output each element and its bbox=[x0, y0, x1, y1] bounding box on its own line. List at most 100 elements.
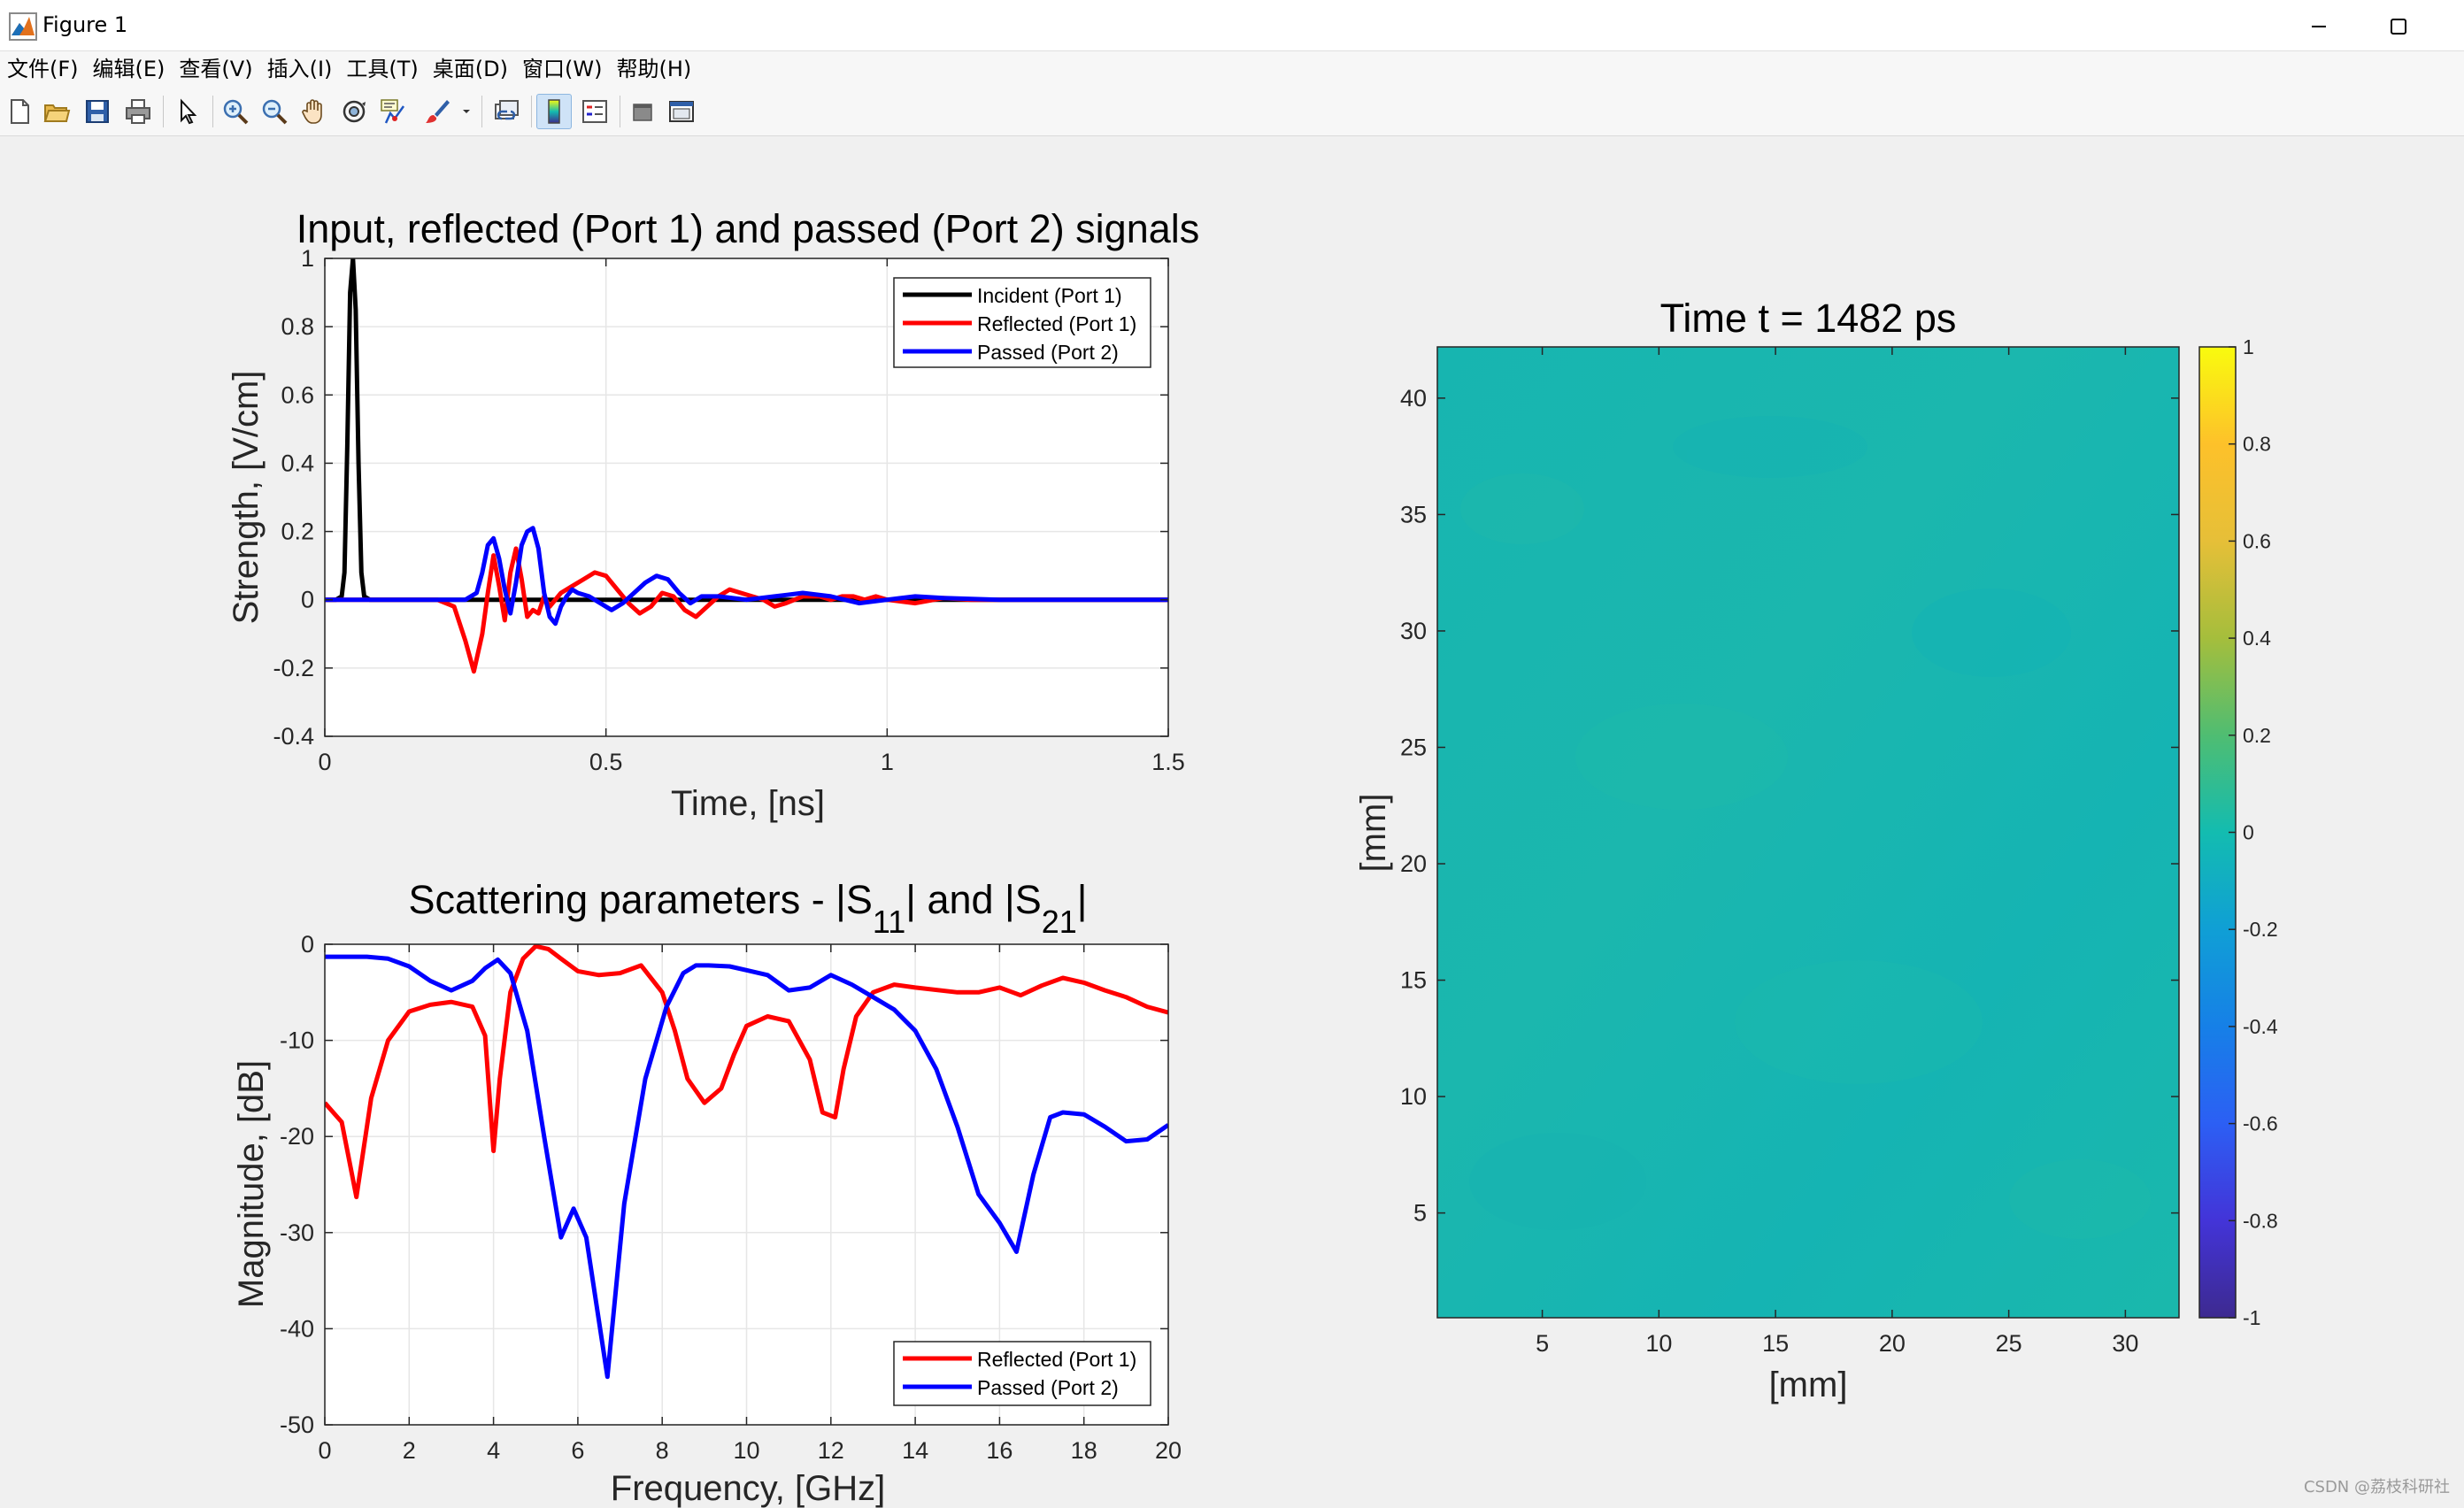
save-button[interactable] bbox=[80, 94, 115, 129]
minimize-button[interactable] bbox=[2283, 7, 2354, 46]
signals-y-tick-label: 0 bbox=[301, 587, 314, 613]
sparams-y-tick-label: -30 bbox=[280, 1219, 314, 1246]
signals-x-tick-label: 1 bbox=[881, 749, 894, 775]
signals-ticks: 0 0.5 1 1.5 -0.4 -0.2 0 0.2 0.4 0.6 0.8 1 bbox=[273, 245, 1184, 775]
field-y-tick-label: 40 bbox=[1400, 385, 1427, 412]
toolbar-separator bbox=[531, 96, 532, 127]
colorbar-tick-label: -0.4 bbox=[2243, 1015, 2278, 1038]
window-title: Figure 1 bbox=[42, 12, 128, 37]
pointer-button[interactable] bbox=[170, 94, 205, 129]
print-icon bbox=[126, 99, 150, 124]
field-texture bbox=[1460, 416, 2151, 1239]
legend-toggle-icon bbox=[582, 100, 607, 123]
pointer-icon bbox=[181, 98, 197, 125]
sparams-legend[interactable]: Reflected (Port 1) Passed (Port 2) bbox=[893, 1341, 1151, 1406]
menu-window[interactable]: 窗口(W) bbox=[522, 57, 603, 81]
field-x-tick-label: 25 bbox=[1996, 1330, 2022, 1357]
signals-series-line-2 bbox=[325, 526, 1168, 627]
brush-button[interactable] bbox=[420, 94, 455, 129]
colorbar[interactable]: 1 0.8 0.6 0.4 0.2 0 -0.2 -0.4 -0.6 -0.8 -1 bbox=[2198, 335, 2278, 1329]
menu-edit[interactable]: 编辑(E) bbox=[92, 57, 166, 81]
menu-help[interactable]: 帮助(H) bbox=[616, 57, 692, 81]
new-figure-button[interactable] bbox=[2, 94, 37, 129]
sparams-x-tick-label: 10 bbox=[733, 1437, 759, 1464]
menu-insert[interactable]: 插入(I) bbox=[266, 57, 333, 81]
toolbar-separator bbox=[212, 96, 213, 127]
rotate-3d-button[interactable] bbox=[336, 94, 372, 129]
watermark: CSDN @荔枝科研社 bbox=[2303, 1478, 2450, 1496]
sparams-x-tick-label: 18 bbox=[1071, 1437, 1097, 1464]
colorbar-tick-label: 0.4 bbox=[2243, 627, 2271, 650]
sparams-ylabel: Magnitude, [dB] bbox=[232, 1060, 271, 1308]
menu-view[interactable]: 查看(V) bbox=[179, 57, 253, 81]
data-cursor-button[interactable] bbox=[375, 94, 411, 129]
hide-plot-tools-icon bbox=[633, 104, 652, 121]
field-y-tick-label: 30 bbox=[1400, 618, 1427, 644]
signals-axes-box bbox=[324, 258, 1169, 737]
show-plot-tools-icon bbox=[669, 101, 694, 122]
menu-file[interactable]: 文件(F) bbox=[7, 57, 79, 81]
field-title: Time t = 1482 ps bbox=[1660, 296, 1957, 341]
sparams-x-tick-label: 2 bbox=[403, 1437, 416, 1464]
field-y-tick-label: 25 bbox=[1400, 734, 1427, 760]
field-x-tick-label: 10 bbox=[1645, 1330, 1672, 1357]
brush-dropdown-button[interactable] bbox=[460, 101, 473, 122]
open-file-icon bbox=[43, 104, 71, 122]
signals-xlabel: Time, [ns] bbox=[671, 784, 825, 823]
brush-icon bbox=[426, 100, 450, 123]
sparams-series-line-1 bbox=[325, 954, 1168, 1380]
sparams-legend-box bbox=[893, 1341, 1151, 1406]
legend-label-incident: Incident (Port 1) bbox=[977, 284, 1122, 307]
field-x-tick-label: 20 bbox=[1879, 1330, 1906, 1357]
minimize-icon bbox=[2312, 26, 2326, 27]
field-y-tick-label: 10 bbox=[1400, 1083, 1427, 1110]
sparams-x-tick-label: 20 bbox=[1155, 1437, 1182, 1464]
field-x-tick-label: 5 bbox=[1536, 1330, 1549, 1357]
maximize-button[interactable] bbox=[2363, 7, 2434, 46]
zoom-out-icon bbox=[262, 99, 288, 125]
field-y-tick-label: 5 bbox=[1413, 1200, 1427, 1227]
hide-plot-tools-button[interactable] bbox=[625, 94, 660, 129]
signals-axes[interactable]: 0 0.5 1 1.5 -0.4 -0.2 0 0.2 0.4 0.6 0.8 1 Input, re… bbox=[227, 206, 1199, 823]
zoom-out-button[interactable] bbox=[257, 94, 292, 129]
field-xlabel: [mm] bbox=[1769, 1366, 1848, 1404]
sparams-x-tick-label: 14 bbox=[902, 1437, 928, 1464]
sparams-y-tick-label: -10 bbox=[280, 1027, 314, 1054]
legend-toggle-button[interactable] bbox=[577, 94, 612, 129]
field-y-tick-label: 15 bbox=[1400, 967, 1427, 994]
sparams-title-part-a: Scattering parameters - |S bbox=[408, 877, 872, 922]
menu-tools[interactable]: 工具(T) bbox=[346, 57, 419, 81]
save-icon bbox=[86, 100, 109, 123]
sparams-x-tick-label: 8 bbox=[656, 1437, 669, 1464]
show-plot-tools-button[interactable] bbox=[664, 94, 699, 129]
pan-button[interactable] bbox=[296, 94, 331, 129]
sparams-axes[interactable]: 0 2 4 6 8 10 12 14 16 18 20 -50 -40 -30 -20 -10 0 Scatte… bbox=[232, 877, 1182, 1508]
colorbar-toggle-button[interactable] bbox=[536, 94, 572, 129]
colorbar-tick-label: 0.8 bbox=[2243, 433, 2271, 456]
field-heatmap bbox=[1437, 347, 2179, 1318]
signals-legend[interactable]: Incident (Port 1) Reflected (Port 1) Pas… bbox=[893, 277, 1151, 368]
sparams-y-tick-label: -50 bbox=[280, 1412, 314, 1438]
colorbar-toggle-icon bbox=[548, 99, 560, 124]
field-axes-box bbox=[1436, 346, 2180, 1319]
signals-x-tick-label: 0.5 bbox=[589, 749, 623, 775]
link-plot-button[interactable] bbox=[489, 94, 524, 129]
print-button[interactable] bbox=[120, 94, 156, 129]
figure-canvas[interactable]: 0 0.5 1 1.5 -0.4 -0.2 0 0.2 0.4 0.6 0.8 1 Input, re… bbox=[0, 137, 2464, 1508]
colorbar-tick-label: -0.6 bbox=[2243, 1112, 2278, 1135]
zoom-in-button[interactable] bbox=[218, 94, 253, 129]
field-ticks: 5 10 15 20 25 30 5 10 15 20 25 30 35 40 bbox=[1400, 347, 2179, 1357]
sparams-x-tick-label: 0 bbox=[318, 1437, 331, 1464]
sparams-title-part-c: | bbox=[1077, 877, 1088, 922]
signals-y-tick-label: -0.2 bbox=[273, 655, 314, 681]
open-file-button[interactable] bbox=[39, 94, 74, 129]
signals-x-tick-label: 1.5 bbox=[1151, 749, 1185, 775]
signals-x-tick-label: 0 bbox=[318, 749, 331, 775]
signals-y-tick-label: 0.2 bbox=[281, 519, 314, 545]
new-figure-icon bbox=[11, 99, 29, 124]
field-y-tick-label: 20 bbox=[1400, 850, 1427, 877]
signals-y-tick-label: 1 bbox=[301, 245, 314, 272]
sparams-series-line-0 bbox=[325, 944, 1168, 1200]
field-axes[interactable]: 5 10 15 20 25 30 5 10 15 20 25 30 35 40 Time t = 1482… bbox=[1354, 296, 2180, 1404]
menu-desktop[interactable]: 桌面(D) bbox=[432, 57, 508, 81]
